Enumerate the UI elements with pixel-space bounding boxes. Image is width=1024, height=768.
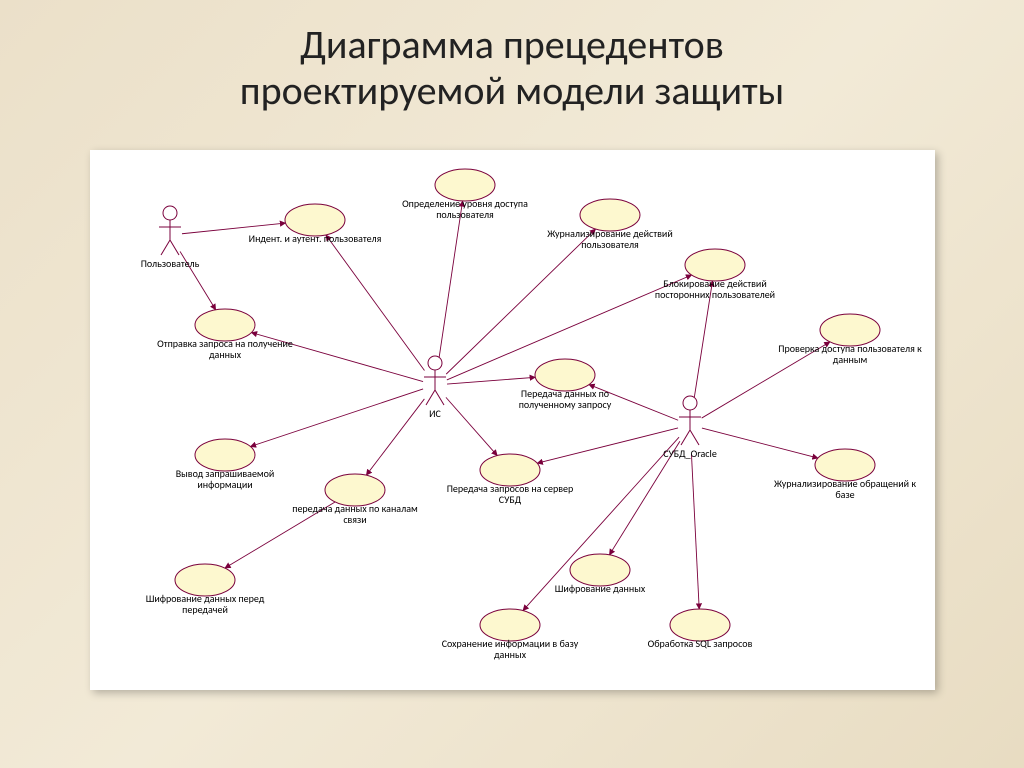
usecase-save: Сохранение информации в базуданных xyxy=(442,609,579,661)
diagram-frame: Пользователь ИС СУБД_Oracle Индент. и аутен… xyxy=(90,150,935,690)
usecase-label: Индент. и аутент. пользователя xyxy=(249,232,382,245)
edge xyxy=(366,399,424,475)
edge xyxy=(439,201,462,357)
usecase-access: Определение уровня доступапользователя xyxy=(402,169,528,221)
edge xyxy=(691,455,699,609)
usecase-label: посторонних пользователей xyxy=(655,288,775,301)
actor-is: ИС xyxy=(424,356,446,420)
usecase-label: передачей xyxy=(182,603,228,616)
usecase-transfer: Передача данных пополученному запросу xyxy=(519,359,612,411)
usecase-encpre: Шифрование данных передпередачей xyxy=(146,564,265,616)
usecase-label: пользователя xyxy=(436,208,494,221)
usecase-label: Обработка SQL запросов xyxy=(648,637,753,650)
title-line-1: Диаграмма прецедентов xyxy=(300,20,724,69)
edge xyxy=(446,397,497,455)
usecase-label: СУБД xyxy=(499,493,522,506)
edge xyxy=(537,428,678,463)
usecase-block: Блокирование действийпосторонних пользов… xyxy=(655,249,775,301)
usecase-label: данных xyxy=(494,648,527,661)
usecase-label: базе xyxy=(835,488,854,501)
actor-user: Пользователь xyxy=(141,206,200,270)
usecase-label: данным xyxy=(833,353,868,366)
usecase-check: Проверка доступа пользователя кданным xyxy=(778,314,922,366)
actor-label: Пользователь xyxy=(141,257,200,270)
usecase-channels: передача данных по каналамсвязи xyxy=(292,474,418,526)
usecase-sql: Обработка SQL запросов xyxy=(648,609,753,650)
edge xyxy=(326,235,425,371)
edge xyxy=(447,377,535,384)
slide: Диаграмма прецедентов проектируемой моде… xyxy=(0,0,1024,768)
usecase-label: пользователя xyxy=(581,238,639,251)
usecase-send: Отправка запроса на получениеданных xyxy=(157,309,293,361)
usecase-label: связи xyxy=(343,513,366,526)
actor-label: СУБД_Oracle xyxy=(663,447,717,460)
usecase-diagram: Пользователь ИС СУБД_Oracle Индент. и аутен… xyxy=(90,150,935,690)
actor-oracle: СУБД_Oracle xyxy=(663,396,717,460)
usecase-journal2: Журнализирование обращений кбазе xyxy=(774,449,916,501)
actor-label: ИС xyxy=(429,407,441,420)
edge xyxy=(446,229,595,374)
usecase-label: информации xyxy=(197,478,252,491)
edge xyxy=(250,389,423,447)
usecase-label: данных xyxy=(209,348,242,361)
slide-title: Диаграмма прецедентов проектируемой моде… xyxy=(0,0,1024,114)
usecase-label: Шифрование данных xyxy=(555,582,646,595)
usecase-journal: Журнализирование действийпользователя xyxy=(547,199,673,251)
usecase-label: полученному запросу xyxy=(519,398,612,411)
usecase-srvreq: Передача запросов на серверСУБД xyxy=(447,454,574,506)
edge xyxy=(702,428,818,458)
usecase-output: Вывод запрашиваемойинформации xyxy=(176,439,275,491)
title-line-2: проектируемой модели защиты xyxy=(240,66,784,115)
